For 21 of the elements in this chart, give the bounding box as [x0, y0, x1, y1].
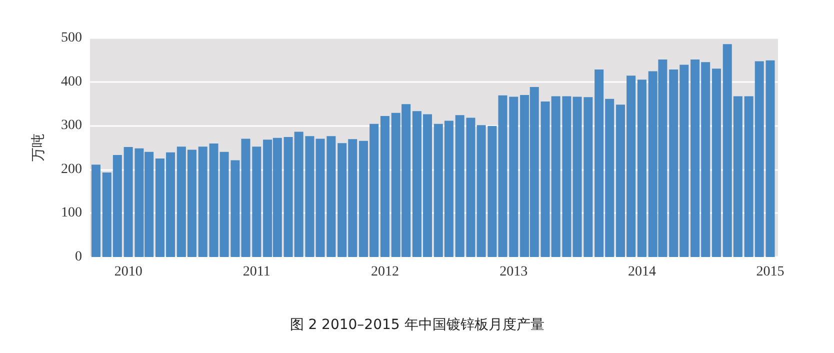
x-tick-label: 2012 [370, 264, 399, 280]
y-tick-label: 300 [61, 118, 82, 134]
x-tick-label: 2010 [114, 264, 142, 280]
bar [766, 60, 775, 257]
bar [637, 80, 646, 257]
bar [509, 96, 518, 257]
text: 图 2 2010–2015 年中国镀锌板月度产量 [290, 317, 544, 333]
y-tick-label: 200 [61, 162, 82, 177]
y-tick-label: 0 [75, 250, 82, 264]
y-tick-label: 500 [61, 30, 82, 46]
bar [91, 164, 100, 257]
bar [712, 68, 721, 257]
x-tick-label: 2013 [500, 264, 528, 280]
y-tick-label: 100 [61, 206, 82, 221]
bar [252, 146, 262, 257]
x-tick-label: 2015 [756, 264, 784, 280]
x-tick-label: 2011 [242, 264, 270, 280]
y-tick-label: 400 [61, 74, 82, 90]
y-axis-title: 万吨 [30, 134, 46, 162]
x-tick-label: 2014 [628, 264, 656, 280]
bar [380, 116, 390, 257]
